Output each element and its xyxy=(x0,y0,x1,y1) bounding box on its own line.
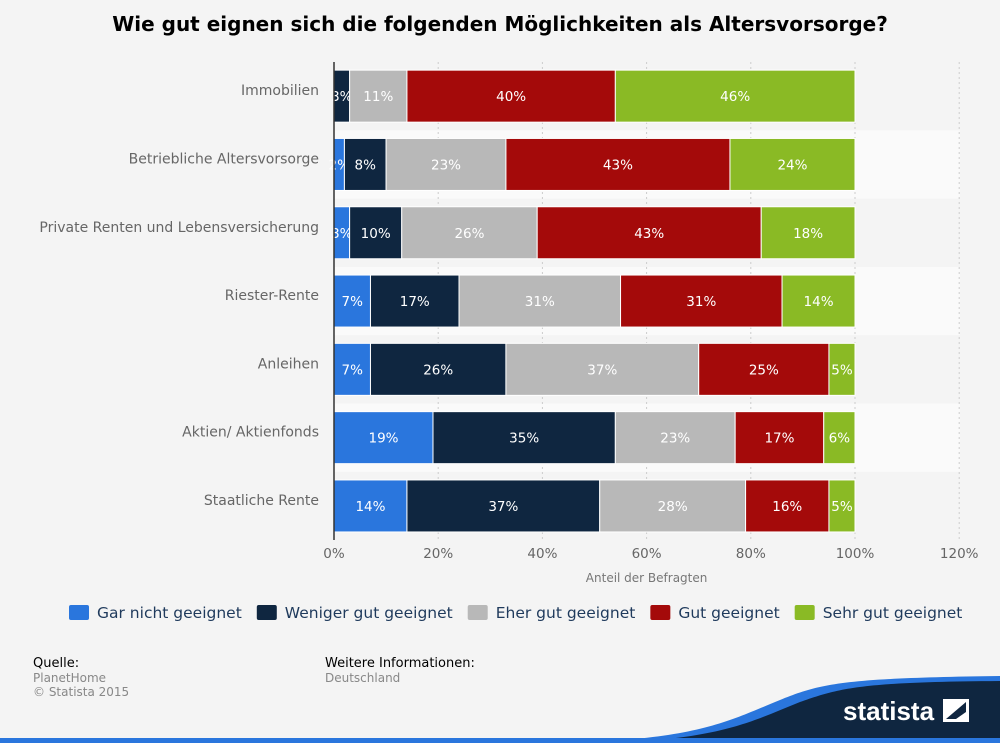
data-label: 19% xyxy=(368,431,398,447)
data-label: 46% xyxy=(720,89,750,105)
x-tick-label: 0% xyxy=(323,546,345,562)
legend-item[interactable]: Gar nicht geeignet xyxy=(69,604,242,622)
bar-segment xyxy=(828,342,856,396)
data-label: 17% xyxy=(400,294,430,310)
bar-segment xyxy=(406,479,601,533)
bar-segment xyxy=(734,411,825,465)
info-value: Deutschland xyxy=(325,671,401,685)
data-label: 11% xyxy=(363,89,393,105)
legend-swatch xyxy=(69,605,89,620)
x-tick-label: 20% xyxy=(423,546,453,562)
bar-segment xyxy=(369,274,460,328)
bar-segment xyxy=(458,274,622,328)
bar-segment xyxy=(536,206,762,260)
x-tick-label: 80% xyxy=(736,546,766,562)
x-tick-label: 100% xyxy=(836,546,875,562)
data-label: 43% xyxy=(603,157,633,173)
x-tick-label: 40% xyxy=(527,546,557,562)
data-label: 14% xyxy=(355,499,385,515)
bar-segment xyxy=(505,137,731,191)
data-label: 16% xyxy=(772,499,802,515)
category-label: Private Renten und Lebensversicherung xyxy=(39,220,319,236)
x-axis-label: Anteil der Befragten xyxy=(586,571,708,585)
data-label: 8% xyxy=(355,157,377,173)
bar-segment xyxy=(333,274,371,328)
chart-title: Wie gut eignen sich die folgenden Möglic… xyxy=(112,12,888,36)
source-value: PlanetHome xyxy=(33,671,107,685)
data-label: 7% xyxy=(342,294,364,310)
legend-label: Weniger gut geeignet xyxy=(285,604,453,622)
info-label: Weitere Informationen: xyxy=(325,656,475,671)
x-tick-label: 120% xyxy=(940,546,979,562)
data-label: 17% xyxy=(764,431,794,447)
bar-segment xyxy=(828,479,856,533)
bar-segment xyxy=(369,342,507,396)
data-label: 3% xyxy=(331,226,353,242)
bar-segment xyxy=(614,411,736,465)
data-label: 40% xyxy=(496,89,526,105)
data-label: 7% xyxy=(342,362,364,378)
bar-segment xyxy=(349,206,403,260)
legend-item[interactable]: Weniger gut geeignet xyxy=(256,604,453,622)
data-label: 26% xyxy=(454,226,484,242)
legend-item[interactable]: Eher gut geeignet xyxy=(467,604,636,622)
data-label: 43% xyxy=(634,226,664,242)
data-label: 3% xyxy=(331,89,353,105)
legend-label: Sehr gut geeignet xyxy=(823,604,963,622)
category-label: Riester-Rente xyxy=(225,288,319,304)
data-label: 5% xyxy=(831,499,853,515)
data-label: 31% xyxy=(525,294,555,310)
legend-label: Eher gut geeignet xyxy=(496,604,636,622)
legend-swatch xyxy=(650,605,671,620)
bar-segment xyxy=(823,411,856,465)
copyright: © Statista 2015 xyxy=(33,685,130,699)
category-label: Staatliche Rente xyxy=(204,493,319,509)
data-label: 25% xyxy=(749,362,779,378)
source-block: Quelle: PlanetHome © Statista 2015 xyxy=(33,656,129,699)
data-label: 14% xyxy=(804,294,834,310)
category-label: Betriebliche Altersvorsorge xyxy=(129,151,319,167)
category-label: Immobilien xyxy=(241,83,319,99)
bar-segment xyxy=(505,342,700,396)
legend-swatch xyxy=(256,605,277,620)
legend-label: Gut geeignet xyxy=(678,604,779,622)
data-label: 35% xyxy=(509,431,539,447)
legend-item[interactable]: Sehr gut geeignet xyxy=(794,604,963,622)
data-label: 5% xyxy=(831,362,853,378)
legend-label: Gar nicht geeignet xyxy=(97,604,242,622)
data-label: 18% xyxy=(793,226,823,242)
x-tick-label: 60% xyxy=(632,546,662,562)
legend-swatch xyxy=(794,605,815,620)
bar-segment xyxy=(781,274,856,328)
data-label: 28% xyxy=(658,499,688,515)
legend-swatch xyxy=(467,605,488,620)
category-label: Anleihen xyxy=(258,356,319,372)
data-label: 31% xyxy=(686,294,716,310)
data-label: 23% xyxy=(660,431,690,447)
data-label: 24% xyxy=(777,157,807,173)
bar-segment xyxy=(333,342,371,396)
bar-segment xyxy=(760,206,856,260)
data-label: 6% xyxy=(829,431,851,447)
bar-segment xyxy=(620,274,783,328)
data-label: 10% xyxy=(361,226,391,242)
data-label: 23% xyxy=(431,157,461,173)
info-block: Weitere Informationen: Deutschland xyxy=(325,656,475,685)
data-label: 37% xyxy=(587,362,617,378)
bar-segment xyxy=(614,69,856,123)
bar-segment xyxy=(729,137,856,191)
bar-segment xyxy=(745,479,830,533)
data-label: 26% xyxy=(423,362,453,378)
category-label: Aktien/ Aktienfonds xyxy=(182,425,319,441)
bar-segment xyxy=(401,206,538,260)
source-label: Quelle: xyxy=(33,656,80,671)
bar-segment xyxy=(698,342,830,396)
legend-item[interactable]: Gut geeignet xyxy=(650,604,780,622)
data-label: 37% xyxy=(488,499,518,515)
